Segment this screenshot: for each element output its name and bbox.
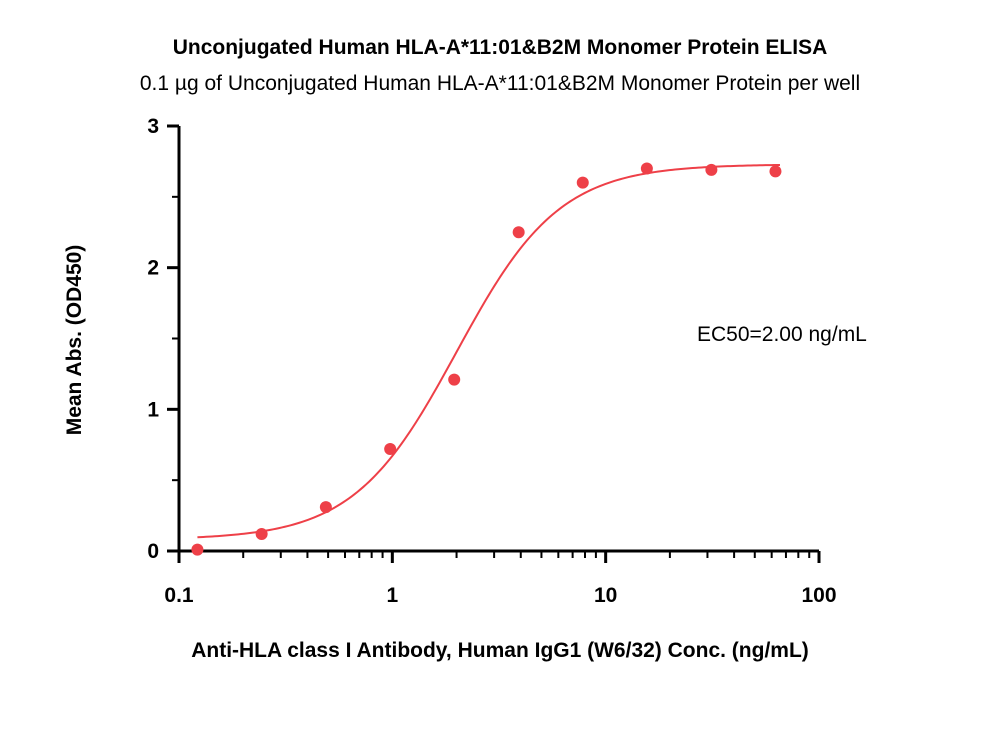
data-points <box>191 162 782 556</box>
chart-subtitle: 0.1 µg of Unconjugated Human HLA-A*11:01… <box>139 72 861 95</box>
x-tick-label: 1 <box>386 584 398 607</box>
data-point <box>384 443 397 455</box>
x-tick-label: 10 <box>594 584 617 607</box>
axes: 0 1 2 3 0.1 1 10 100 <box>147 115 836 607</box>
data-point <box>705 163 718 176</box>
y-axis-title: Mean Abs. (OD450) <box>63 245 86 436</box>
ec50-annotation: EC50=2.00 ng/mL <box>697 323 867 346</box>
fit-curve-group <box>197 163 780 539</box>
data-point <box>512 226 525 239</box>
data-point <box>448 373 461 386</box>
x-axis-title: Anti-HLA class I Antibody, Human IgG1 (W… <box>191 639 809 662</box>
y-tick-label: 2 <box>147 257 159 280</box>
data-point <box>769 165 782 178</box>
data-point <box>576 176 589 189</box>
x-tick-label: 100 <box>801 584 836 607</box>
data-point <box>191 543 204 556</box>
data-point <box>319 501 332 514</box>
chart-title: Unconjugated Human HLA-A*11:01&B2M Monom… <box>172 36 828 59</box>
fit-curve <box>197 163 780 539</box>
y-tick-label: 1 <box>147 398 159 421</box>
y-tick-label: 0 <box>147 540 159 563</box>
data-point <box>640 162 653 175</box>
y-tick-label: 3 <box>147 115 159 138</box>
data-point <box>255 528 268 540</box>
x-tick-label: 0.1 <box>164 584 194 607</box>
